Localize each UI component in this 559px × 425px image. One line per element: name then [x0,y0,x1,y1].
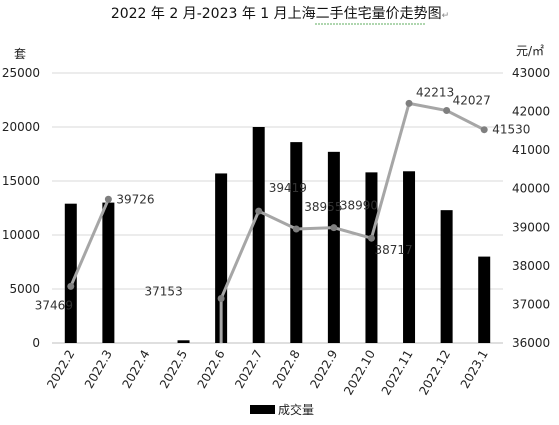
data-label: 38990 [340,199,378,213]
data-label: 37153 [145,285,183,299]
left-tick-label: 10000 [2,228,40,242]
left-tick-label: 0 [32,336,40,350]
data-label: 42213 [416,85,454,99]
line-point [405,99,413,107]
right-axis-unit: 元/㎡ [516,44,544,58]
x-tick-label: 2023.1 [458,348,491,391]
right-tick-label: 42000 [512,105,550,119]
right-axis-ticks: 36000 37000 38000 39000 40000 41000 42000 43000 [512,66,550,350]
right-tick-label: 43000 [512,66,550,80]
legend-swatch [250,405,275,414]
bar [478,256,491,343]
line-point [67,282,75,290]
title-mark: ↵ [442,11,450,21]
right-tick-label: 39000 [512,220,550,234]
line-point [255,207,263,215]
x-tick-label: 2022.7 [232,348,265,391]
x-tick-label: 2022.5 [157,348,190,391]
left-tick-label: 25000 [2,66,40,80]
left-tick-label: 5000 [9,282,40,296]
x-axis-ticks: 2022.2 2022.3 2022.4 2022.5 2022.6 2022.7 2022… [44,348,491,398]
x-tick-label: 2022.10 [341,348,378,398]
line-point [480,126,488,134]
bar [403,171,416,343]
chart-title: 2022 年 2 月-2023 年 1 月上海二手住宅量价走势图↵ [111,6,449,22]
line-point [217,295,225,303]
data-label: 42027 [453,94,491,108]
right-tick-label: 40000 [512,182,550,196]
bar [365,172,378,343]
x-tick-label: 2022.3 [82,348,115,391]
bar [177,340,190,343]
data-label: 41530 [492,123,530,137]
x-tick-label: 2022.12 [416,348,453,398]
data-label: 39419 [269,181,307,195]
x-tick-label: 2022.6 [195,348,228,391]
line-point [104,195,112,203]
legend: 成交量 [250,402,314,417]
bar [440,210,453,343]
line-point [292,225,300,233]
data-label: 38717 [374,243,412,257]
data-label: 37469 [35,298,73,312]
bar [64,203,77,343]
data-label: 38955 [304,200,342,214]
x-tick-label: 2022.9 [307,348,340,391]
bar [327,151,340,343]
gridlines [52,72,503,344]
line-series [67,99,488,343]
right-tick-label: 38000 [512,259,550,273]
left-axis-unit: 套 [14,47,26,61]
data-label: 39726 [116,192,154,206]
x-tick-label: 2022.8 [270,348,303,391]
left-tick-label: 20000 [2,120,40,134]
right-tick-label: 36000 [512,336,550,350]
bar [252,127,265,343]
bar [102,202,115,343]
line-point [443,107,451,115]
x-tick-label: 2022.4 [119,348,152,391]
line-segment [69,198,110,287]
right-tick-label: 37000 [512,297,550,311]
line-point [367,234,375,242]
right-tick-label: 41000 [512,143,550,157]
x-tick-label: 2022.2 [44,348,77,391]
left-tick-label: 15000 [2,174,40,188]
line-point [330,224,338,232]
x-tick-label: 2022.11 [379,348,416,398]
bar [290,142,303,343]
bar-series [64,127,491,343]
bar [215,173,228,343]
left-axis-ticks: 0 5000 10000 15000 20000 25000 [2,66,40,350]
legend-label: 成交量 [278,402,314,417]
